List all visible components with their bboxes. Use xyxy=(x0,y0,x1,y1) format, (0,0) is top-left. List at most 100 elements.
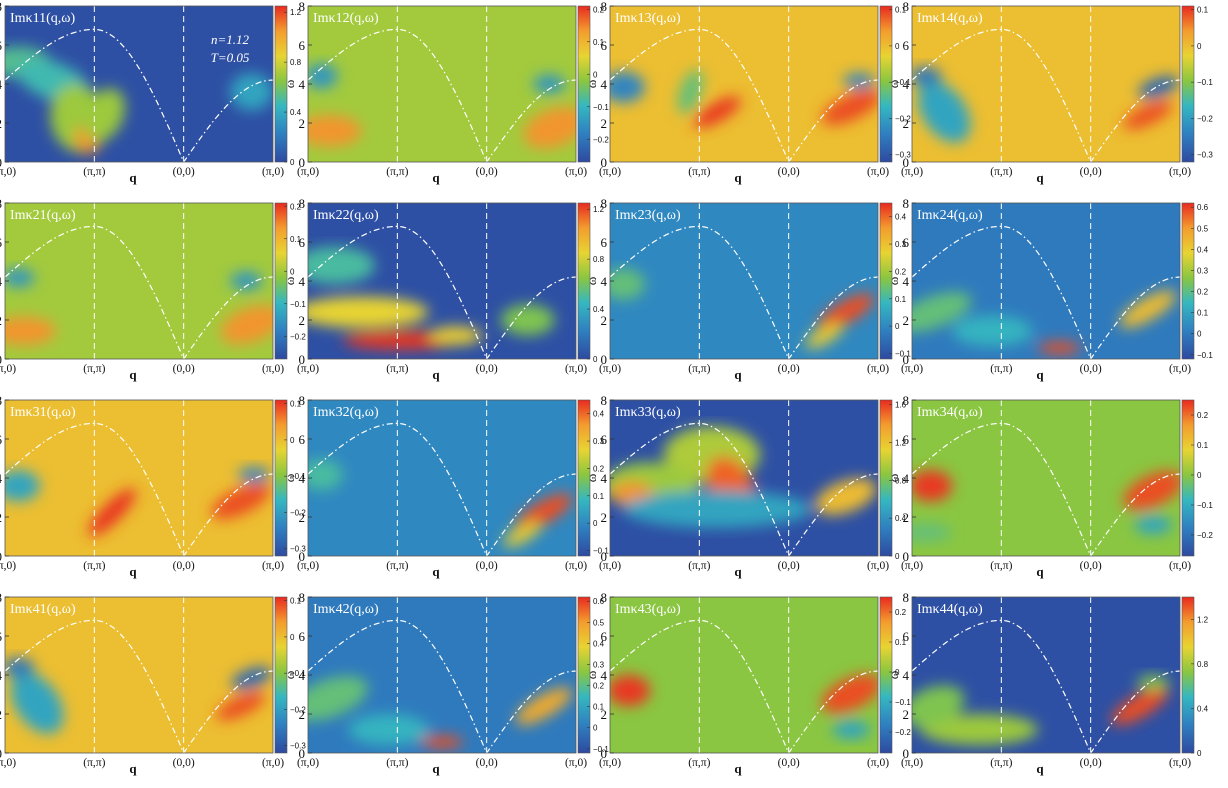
dispersion-curve xyxy=(610,619,878,753)
heatmap-features xyxy=(5,268,273,345)
panel-title: Imκ12(q,ω) xyxy=(313,11,379,26)
intensity-blob xyxy=(348,714,429,746)
y-tick-label: 2 xyxy=(903,116,910,131)
intensity-blob xyxy=(817,293,875,331)
y-tick-label: 8 xyxy=(299,196,306,211)
heatmap-features xyxy=(912,290,1177,355)
y-tick-label: 0 xyxy=(299,155,306,170)
intensity-blob xyxy=(832,720,870,739)
panel-title: Imκ21(q,ω) xyxy=(10,208,76,223)
panel-title: Imκ43(q,ω) xyxy=(615,602,681,617)
colorbar-tick-label: 0.2 xyxy=(1197,288,1209,297)
x-tick-label: (π,π) xyxy=(688,560,710,572)
x-tick-label: (π,π) xyxy=(83,166,105,178)
intensity-blob xyxy=(1134,515,1172,535)
y-tick-label: 2 xyxy=(601,116,608,131)
y-tick-label: 2 xyxy=(299,313,306,328)
y-tick-label: 0 xyxy=(299,352,306,367)
intensity-blob xyxy=(952,315,1033,347)
x-tick-label: (π,π) xyxy=(386,757,408,769)
colorbar-tick-label: 0.4 xyxy=(895,514,907,523)
colorbar-tick-label: 0.3 xyxy=(593,660,605,669)
y-tick-label: 2 xyxy=(0,313,2,328)
colorbar-tick-label: 0.1 xyxy=(593,38,605,47)
y-axis-label: ω xyxy=(282,276,297,285)
colorbar-tick-label: 1.6 xyxy=(895,401,907,410)
x-tick-label: (π,0) xyxy=(867,757,889,769)
heatmap-panel: Imκ14(q,ω) 0 2 4 6 8 ω (π,0) (π,π) (0,0) (π,0) q 0.1… xyxy=(886,0,1213,185)
dispersion-curve xyxy=(610,225,878,359)
dispersion-curve xyxy=(5,225,273,359)
colorbar-tick-label: 0 xyxy=(290,267,295,276)
y-axis-label: ω xyxy=(584,276,599,285)
panel-title: Imκ24(q,ω) xyxy=(917,208,983,223)
x-tick-label: (π,0) xyxy=(599,757,621,769)
colorbar xyxy=(879,5,893,163)
y-tick-label: 8 xyxy=(299,393,306,408)
y-tick-label: 0 xyxy=(0,746,2,761)
y-axis-label: ω xyxy=(886,276,901,285)
colorbar-tick-label: 0.2 xyxy=(593,682,605,691)
intensity-blob xyxy=(920,714,1038,746)
colorbar-tick-label: −0.2 xyxy=(290,332,306,341)
heatmap-panel: Imκ44(q,ω) 0 2 4 6 8 ω (π,0) (π,π) (0,0) (π,0) q 1.2… xyxy=(886,590,1209,776)
intensity-blob xyxy=(308,676,368,721)
y-tick-label: 4 xyxy=(0,77,3,92)
y-tick-label: 6 xyxy=(299,629,306,644)
colorbar-tick-label: 0.6 xyxy=(593,597,605,606)
colorbar-tick-label: 0 xyxy=(1197,330,1202,339)
heatmap-panel: Imκ21(q,ω) 0 2 4 6 8 ω (π,0) (π,π) (0,0) (π,0) q 0.2… xyxy=(0,196,306,382)
colorbar-tick-label: 0.4 xyxy=(1197,245,1209,254)
colorbar xyxy=(879,399,893,557)
colorbar-tick-label: −0.1 xyxy=(1197,351,1213,360)
heatmap-panel: Imκ41(q,ω) 0 2 4 6 8 ω (π,0) (π,π) (0,0) (π,0) q 0.1… xyxy=(0,590,306,776)
colorbar-tick-label: −0.3 xyxy=(290,742,306,751)
y-tick-label: 4 xyxy=(601,471,608,486)
colorbar-tick-label: 0.1 xyxy=(895,6,907,15)
annotation-T: T=0.05 xyxy=(211,50,250,65)
colorbar xyxy=(274,5,288,163)
y-tick-label: 0 xyxy=(299,549,306,564)
x-tick-label: (π,0) xyxy=(901,363,923,375)
intensity-blob xyxy=(610,71,645,103)
y-tick-label: 6 xyxy=(903,38,910,53)
heatmap-panel: Imκ13(q,ω) 0 2 4 6 8 ω (π,0) (π,π) (0,0) (π,0) q 0.1… xyxy=(584,0,911,185)
intensity-blob xyxy=(216,692,266,721)
y-tick-label: 8 xyxy=(601,196,608,211)
y-tick-label: 0 xyxy=(601,352,608,367)
x-tick-label: (π,π) xyxy=(688,363,710,375)
x-tick-label: (π,0) xyxy=(565,757,587,769)
panel-title: Imκ31(q,ω) xyxy=(10,405,76,420)
heatmap-panel: Imκ12(q,ω) 0 2 4 6 8 ω (π,0) (π,π) (0,0) (π,0) q 0.2… xyxy=(282,0,609,185)
x-axis-label: q xyxy=(129,761,137,776)
x-tick-label: (π,0) xyxy=(297,560,319,572)
intensity-blob xyxy=(805,322,844,349)
heatmap-features xyxy=(308,676,573,749)
colorbar-tick-label: 0.3 xyxy=(593,437,605,446)
y-tick-label: 2 xyxy=(0,116,2,131)
y-tick-label: 8 xyxy=(601,0,608,14)
x-tick-label: (π,π) xyxy=(386,166,408,178)
colorbar-tick-label: 0.1 xyxy=(1197,309,1209,318)
x-tick-label: (0,0) xyxy=(173,166,195,178)
colorbar-tick-label: −0.2 xyxy=(895,728,911,737)
colorbar-tick-label: 0 xyxy=(593,355,598,364)
colorbar-tick-label: 0.1 xyxy=(895,295,907,304)
y-tick-label: 6 xyxy=(299,38,306,53)
x-axis-label: q xyxy=(129,564,137,579)
colorbar-tick-label: −0.3 xyxy=(1197,151,1213,160)
intensity-blob xyxy=(912,66,942,86)
intensity-blob xyxy=(88,488,136,537)
intensity-blob xyxy=(10,672,64,734)
colorbar-tick-label: 1.2 xyxy=(593,205,605,214)
x-tick-label: (π,0) xyxy=(297,757,319,769)
x-tick-label: (0,0) xyxy=(778,363,800,375)
y-tick-label: 8 xyxy=(903,590,910,605)
intensity-blob xyxy=(623,490,811,528)
panel-title: Imκ13(q,ω) xyxy=(615,11,681,26)
colorbar-tick-label: 1.2 xyxy=(895,439,907,448)
colorbar xyxy=(1181,202,1195,360)
y-tick-label: 8 xyxy=(903,196,910,211)
